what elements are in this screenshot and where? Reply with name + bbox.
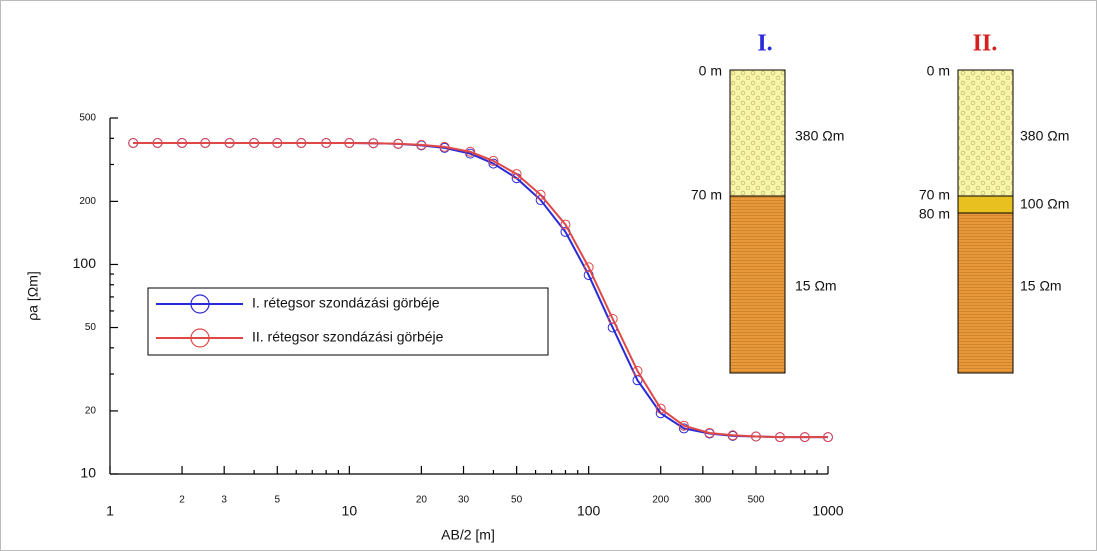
column-title: II. — [973, 31, 998, 57]
x-tick-label: 1000 — [812, 503, 843, 519]
data-point — [535, 189, 546, 200]
data-point — [465, 146, 476, 157]
x-tick-label: 30 — [458, 495, 470, 506]
data-point — [704, 427, 715, 438]
data-point — [632, 366, 643, 377]
y-tick-label: 500 — [79, 113, 96, 124]
y-tick-label: 20 — [85, 406, 97, 417]
layer — [729, 69, 786, 197]
layer — [957, 69, 1014, 197]
data-point — [560, 219, 571, 230]
x-axis-title: AB/2 [m] — [441, 527, 495, 543]
data-point — [152, 137, 163, 148]
legend-box — [147, 287, 549, 356]
data-point — [583, 262, 594, 273]
data-point — [655, 403, 666, 414]
y-tick-label: 50 — [85, 322, 97, 333]
depth-label: 80 m — [919, 206, 950, 222]
layer — [957, 212, 1014, 374]
x-tick-label: 3 — [221, 495, 227, 506]
x-tick-label: 200 — [652, 495, 669, 506]
data-point — [393, 138, 404, 149]
y-tick-label: 200 — [79, 196, 96, 207]
data-point — [344, 137, 355, 148]
data-point — [488, 155, 499, 166]
data-point — [200, 137, 211, 148]
resistivity-label: 380 Ωm — [795, 128, 844, 144]
data-point — [727, 430, 738, 441]
legend-label: II. rétegsor szondázási görbéje — [252, 329, 444, 345]
legend-marker — [190, 328, 210, 348]
resistivity-label: 100 Ωm — [1020, 196, 1069, 212]
layer-column: II. 0 m 70 m 80 m 380 Ωm 100 Ωm 15 Ωm — [919, 31, 1069, 374]
x-tick-label: 50 — [511, 495, 523, 506]
x-tick-label: 1 — [106, 503, 114, 519]
depth-label: 0 m — [927, 63, 950, 79]
data-point — [750, 431, 761, 442]
data-point — [774, 432, 785, 443]
x-tick-label: 20 — [416, 495, 428, 506]
x-tick-label: 300 — [695, 495, 712, 506]
data-point — [368, 138, 379, 149]
y-tick-label: 10 — [80, 465, 96, 481]
data-point — [296, 137, 307, 148]
legend-label: I. rétegsor szondázási görbéje — [252, 295, 440, 311]
layer — [729, 195, 786, 374]
data-point — [799, 432, 810, 443]
data-point — [224, 137, 235, 148]
depth-label: 70 m — [919, 187, 950, 203]
data-point — [511, 169, 522, 180]
x-tick-label: 500 — [748, 495, 765, 506]
data-point — [249, 137, 260, 148]
column-title: I. — [757, 31, 772, 57]
depth-label: 70 m — [691, 187, 722, 203]
data-point — [416, 139, 427, 150]
x-tick-label: 2 — [179, 495, 185, 506]
resistivity-label: 380 Ωm — [1020, 128, 1069, 144]
data-point — [678, 423, 689, 434]
data-point — [607, 313, 618, 324]
x-tick-label: 10 — [342, 503, 358, 519]
legend-marker — [190, 294, 210, 314]
y-axis-title: ρa [Ωm] — [25, 271, 41, 321]
data-point — [321, 137, 332, 148]
depth-label: 0 m — [699, 63, 722, 79]
x-tick-label: 5 — [275, 495, 281, 506]
data-point — [823, 432, 833, 443]
resistivity-label: 15 Ωm — [795, 278, 837, 294]
y-tick-label: 100 — [73, 255, 97, 271]
data-point — [128, 137, 139, 148]
data-point — [678, 420, 689, 431]
resistivity-label: 15 Ωm — [1020, 278, 1062, 294]
x-tick-label: 100 — [577, 503, 601, 519]
data-point — [439, 141, 450, 152]
data-point — [177, 137, 188, 148]
data-point — [272, 137, 283, 148]
layer — [957, 195, 1014, 214]
layer-column: I. 0 m 70 m 380 Ωm 15 Ωm — [691, 31, 844, 374]
